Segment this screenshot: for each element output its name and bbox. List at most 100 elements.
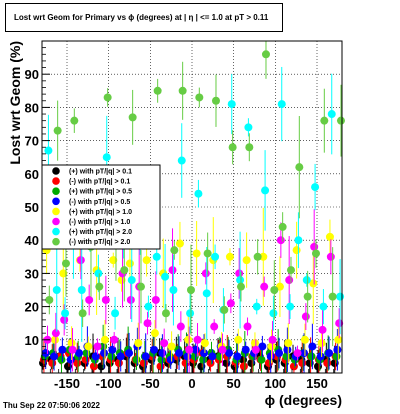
data-point <box>326 252 335 261</box>
data-point <box>73 359 82 368</box>
data-point <box>336 116 345 125</box>
data-point <box>328 292 337 301</box>
data-point <box>169 286 178 294</box>
data-point <box>57 355 66 364</box>
data-point <box>336 292 345 301</box>
data-point <box>308 342 317 351</box>
y-tick-label: 20 <box>25 300 39 315</box>
legend-marker <box>52 187 60 195</box>
data-point <box>302 276 311 285</box>
data-point <box>318 325 327 334</box>
data-point <box>284 339 293 348</box>
data-point <box>202 289 211 298</box>
data-point <box>301 312 310 321</box>
data-point <box>94 269 103 278</box>
y-tick-label: 60 <box>25 167 39 182</box>
data-point <box>292 246 301 255</box>
data-point <box>325 349 334 358</box>
data-point <box>261 186 270 195</box>
data-point <box>141 352 150 361</box>
data-point <box>178 86 187 95</box>
legend-entry: (+) with pT/|q| > 0.5 <box>69 189 132 196</box>
data-point <box>176 322 185 331</box>
data-point <box>242 256 251 265</box>
data-point <box>192 249 201 258</box>
data-point <box>134 339 143 348</box>
data-point <box>150 329 159 338</box>
y-tick-label: 50 <box>25 200 39 215</box>
data-point <box>225 349 234 358</box>
data-point <box>325 232 334 241</box>
data-point <box>252 302 261 311</box>
data-point <box>128 113 137 122</box>
data-point <box>127 276 136 285</box>
data-point <box>132 355 141 364</box>
plot-title-box: Lost wrt Geom for Primary vs ϕ (degrees)… <box>5 3 283 32</box>
data-point <box>68 345 77 354</box>
data-point <box>236 282 245 291</box>
x-axis-label: ϕ (degrees) <box>265 392 342 408</box>
data-point <box>95 282 104 291</box>
data-point <box>66 355 75 364</box>
data-point <box>186 309 195 318</box>
x-tick-label: 100 <box>264 376 286 391</box>
data-point <box>76 256 85 265</box>
legend-entry: (-) with pT/|q| > 2.0 <box>69 239 130 246</box>
y-tick-label: 80 <box>25 100 39 115</box>
data-point <box>59 269 68 278</box>
data-point <box>311 183 320 192</box>
data-point <box>100 335 109 344</box>
data-point <box>110 335 119 344</box>
data-point <box>125 349 134 358</box>
legend-box <box>41 164 161 250</box>
data-point <box>91 352 100 361</box>
data-point <box>334 335 343 344</box>
legend-marker <box>52 237 60 246</box>
data-point <box>101 295 110 304</box>
data-point <box>218 345 227 354</box>
data-point <box>143 319 152 328</box>
data-point <box>210 322 219 331</box>
data-point <box>161 272 170 281</box>
data-point <box>167 342 176 351</box>
data-point <box>278 222 287 231</box>
data-point <box>276 236 285 245</box>
data-point <box>319 302 328 311</box>
legend-marker <box>52 197 60 206</box>
y-axis-label: Lost wrt Geom (%) <box>7 41 23 165</box>
data-point <box>260 282 269 291</box>
data-point <box>158 349 167 358</box>
data-point <box>161 309 170 318</box>
data-point <box>211 252 220 261</box>
data-point <box>93 342 102 351</box>
data-point <box>257 355 266 364</box>
data-point <box>258 342 267 351</box>
data-point <box>208 352 217 361</box>
data-point <box>108 345 117 354</box>
data-point <box>228 143 237 152</box>
data-point <box>300 335 309 344</box>
data-point <box>270 286 279 294</box>
timestamp: Thu Sep 22 07:50:06 2022 <box>3 401 100 410</box>
data-point <box>120 266 129 275</box>
data-point <box>160 339 169 348</box>
data-point <box>327 110 336 119</box>
data-point <box>201 269 210 278</box>
data-point <box>126 295 135 304</box>
data-point <box>323 359 332 368</box>
data-point <box>52 286 61 294</box>
data-point <box>234 335 243 344</box>
data-point <box>67 339 76 348</box>
data-point <box>307 352 316 361</box>
data-point <box>243 322 252 331</box>
data-point <box>151 295 160 304</box>
series-group <box>41 323 342 373</box>
x-tick-label: 50 <box>226 376 240 391</box>
data-point <box>225 252 234 261</box>
legend: (+) with pT/|q| > 0.1 (-) with pT/|q| > 0… <box>41 164 161 250</box>
data-point <box>51 329 60 338</box>
data-point <box>89 362 98 371</box>
data-point <box>53 126 62 135</box>
legend-entry: (-) with pT/|q| > 1.0 <box>69 219 130 226</box>
data-point <box>211 96 220 105</box>
